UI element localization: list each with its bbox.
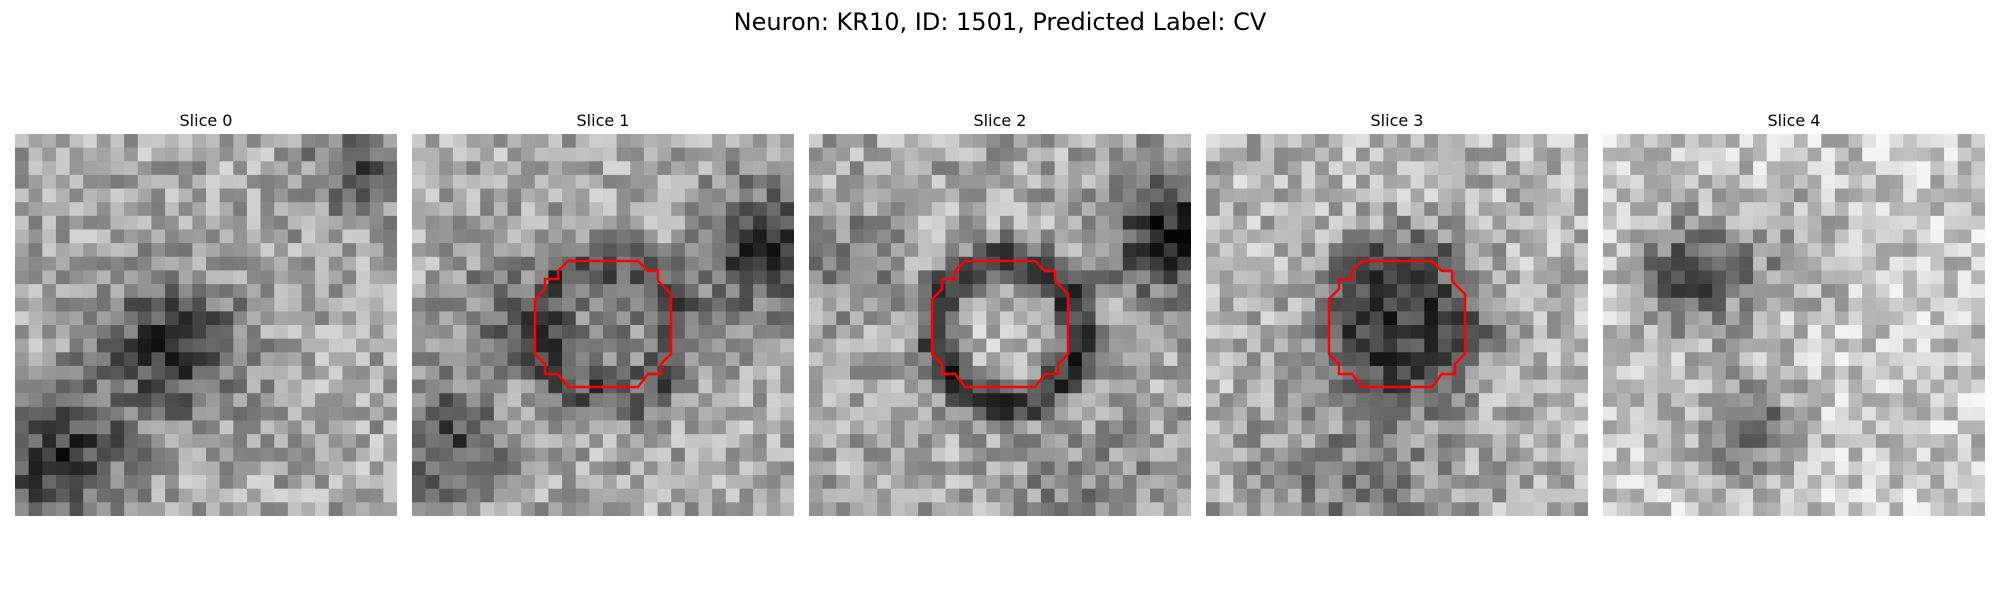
slice-panel-3: Slice 3 [1206,108,1588,516]
slice-title: Slice 1 [576,111,630,130]
slice-image [1206,134,1588,516]
slice-image [412,134,794,516]
slice-image [15,134,397,516]
slice-image [809,134,1191,516]
slice-title: Slice 2 [973,111,1027,130]
slice-title: Slice 4 [1767,111,1821,130]
roi-contour [1327,259,1467,389]
slice-title: Slice 3 [1370,111,1424,130]
slice-panel-2: Slice 2 [809,108,1191,516]
slice-panel-1: Slice 1 [412,108,794,516]
slice-title: Slice 0 [179,111,233,130]
roi-contour [533,259,673,389]
figure-title: Neuron: KR10, ID: 1501, Predicted Label:… [733,8,1267,36]
roi-contour [930,259,1070,389]
slice-panel-4: Slice 4 [1603,108,1985,516]
slice-image [1603,134,1985,516]
slice-panel-0: Slice 0 [15,108,397,516]
